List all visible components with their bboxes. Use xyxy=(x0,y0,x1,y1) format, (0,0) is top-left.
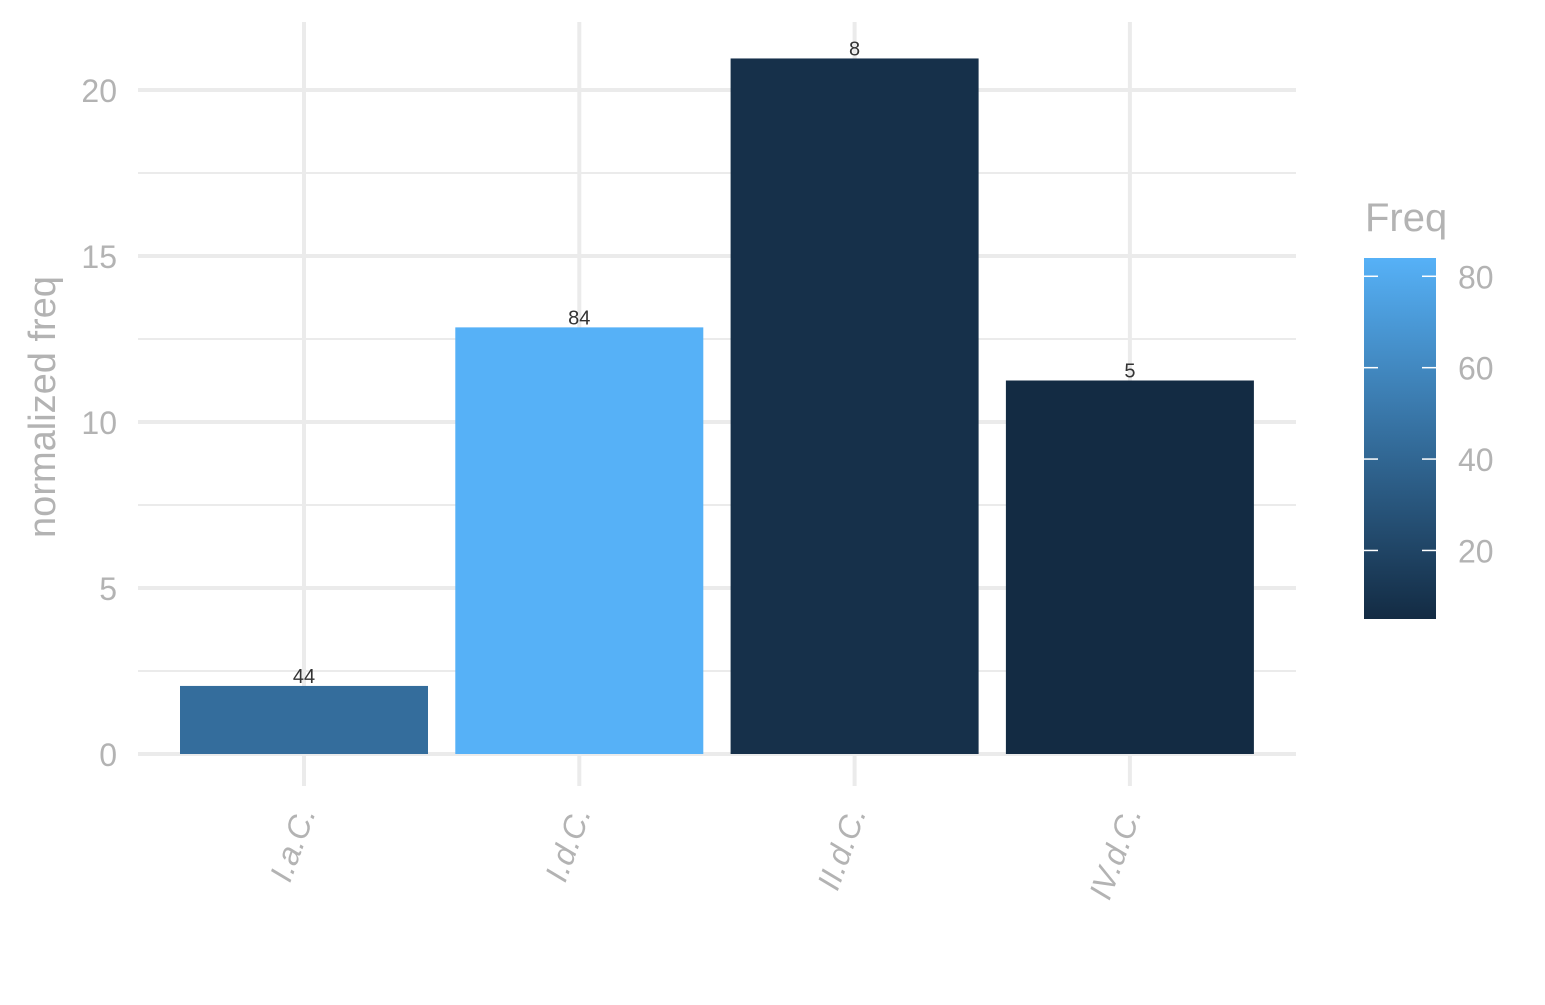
legend-ticks: 20 40 60 80 xyxy=(1364,259,1494,569)
legend-tick-label: 80 xyxy=(1458,259,1494,295)
bar-value-label: 44 xyxy=(293,666,315,688)
y-tick-label: 0 xyxy=(99,737,117,773)
legend-tick-label: 20 xyxy=(1458,533,1494,569)
legend-tick-label: 40 xyxy=(1458,442,1494,478)
y-tick-label: 15 xyxy=(81,239,117,275)
y-axis-tick-labels: 0 5 10 15 20 xyxy=(81,73,117,773)
bar-value-labels: 44 84 8 5 xyxy=(293,38,1136,687)
bar xyxy=(180,685,428,754)
y-tick-label: 5 xyxy=(99,571,117,607)
legend-title: Freq xyxy=(1365,196,1447,240)
legend: Freq 20 40 60 80 xyxy=(1364,196,1494,619)
bars xyxy=(180,58,1254,754)
bar-value-label: 8 xyxy=(849,38,860,60)
x-tick-label: I.a.C. xyxy=(263,802,323,886)
bar xyxy=(730,58,979,754)
y-tick-label: 20 xyxy=(81,73,117,109)
x-tick-label: II.d.C. xyxy=(810,802,873,895)
bar-value-label: 5 xyxy=(1124,361,1135,383)
bar xyxy=(1005,380,1254,754)
y-axis-title: normalized freq xyxy=(22,276,64,538)
bar-value-label: 84 xyxy=(568,307,590,329)
x-tick-label: IV.d.C. xyxy=(1082,802,1148,904)
x-axis-tick-labels: I.a.C. I.d.C. II.d.C. IV.d.C. xyxy=(263,802,1149,904)
y-tick-label: 10 xyxy=(81,405,117,441)
bar xyxy=(455,327,704,754)
legend-colorbar xyxy=(1364,258,1436,619)
x-tick-label: I.d.C. xyxy=(538,802,598,886)
legend-tick-label: 60 xyxy=(1458,351,1494,387)
